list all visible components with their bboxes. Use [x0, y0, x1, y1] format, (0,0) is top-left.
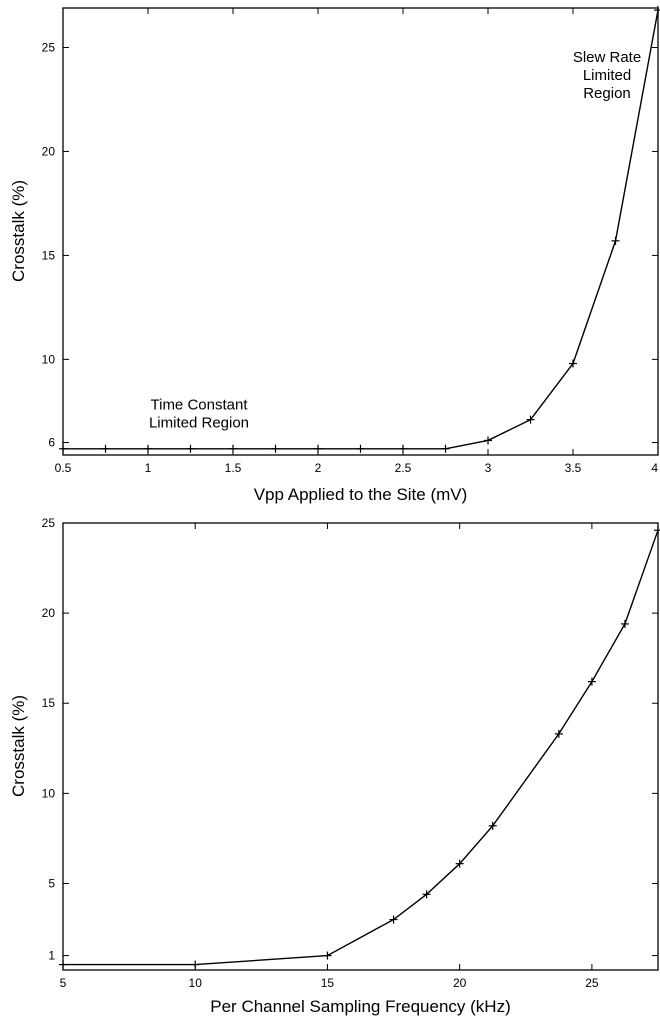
series-layer	[59, 6, 660, 453]
y-axis-title: Crosstalk (%)	[9, 695, 28, 797]
data-point	[191, 960, 200, 969]
y-tick-label: 15	[42, 696, 56, 710]
data-point	[144, 444, 152, 453]
y-tick-label: 10	[42, 352, 56, 366]
x-tick-label: 1.5	[225, 461, 242, 475]
plot-frame	[62, 522, 659, 971]
tick-labels: 0.5 1 1.5 2 2.5 3 3.5 4 6 10 15 20 25	[42, 41, 659, 475]
data-point	[186, 444, 195, 453]
y-tick-label: 10	[42, 786, 56, 800]
x-tick-label: 15	[321, 976, 335, 990]
x-tick-label: 1	[145, 461, 152, 475]
x-tick-label: 10	[189, 976, 203, 990]
series-layer	[59, 526, 660, 969]
data-point	[441, 444, 450, 453]
x-axis-title: Vpp Applied to the Site (mV)	[254, 485, 468, 504]
y-tick-label: 25	[42, 41, 56, 55]
y-axis-title: Crosstalk (%)	[9, 180, 28, 282]
data-point	[654, 6, 660, 15]
data-point	[323, 951, 332, 960]
x-tick-label: 0.5	[55, 461, 72, 475]
data-point	[389, 915, 398, 924]
data-point	[654, 526, 660, 535]
y-tick-label: 1	[48, 949, 55, 963]
x-tick-label: 5	[60, 976, 67, 990]
y-tick-label: 5	[48, 876, 55, 890]
x-tick-label: 25	[585, 976, 599, 990]
series-line	[63, 529, 659, 966]
data-point	[611, 236, 620, 245]
data-point	[587, 677, 596, 686]
data-point	[399, 444, 407, 453]
data-point	[59, 960, 67, 969]
chart-crosstalk-vs-vpp: 0.5 1 1.5 2 2.5 3 3.5 4 6 10 15 20 25 Slew Rate Limit…	[9, 6, 660, 504]
annotation-layer: Slew Rate Limited Region Time Constant Limit…	[149, 49, 641, 431]
series-line	[63, 9, 659, 450]
y-tick-label: 25	[42, 516, 56, 530]
x-tick-label: 3	[485, 461, 492, 475]
data-point	[526, 415, 535, 424]
y-tick-label: 15	[42, 248, 56, 262]
data-point	[101, 444, 110, 453]
data-point	[620, 619, 629, 628]
data-point	[554, 729, 563, 738]
annotation-text: Slew Rate Limited Region	[573, 49, 641, 102]
data-point	[488, 821, 497, 830]
data-point	[314, 444, 322, 453]
tick-marks	[62, 8, 659, 455]
data-point	[422, 890, 431, 899]
x-tick-label: 3.5	[565, 461, 582, 475]
x-axis-title: Per Channel Sampling Frequency (kHz)	[210, 997, 510, 1016]
data-point	[229, 444, 237, 453]
y-tick-label: 20	[42, 606, 56, 620]
data-point	[59, 444, 67, 453]
annotation-text: Time Constant Limited Region	[149, 396, 249, 431]
y-tick-label: 20	[42, 144, 56, 158]
data-point	[484, 436, 492, 445]
data-point	[569, 359, 577, 368]
data-point	[455, 859, 464, 868]
plot-frame	[62, 7, 659, 456]
data-point	[271, 444, 280, 453]
y-tick-label: 6	[48, 436, 55, 450]
x-tick-label: 4	[651, 461, 658, 475]
x-tick-label: 2.5	[395, 461, 412, 475]
tick-marks	[62, 522, 658, 970]
x-tick-label: 20	[453, 976, 467, 990]
data-point	[356, 444, 365, 453]
x-tick-label: 2	[315, 461, 322, 475]
